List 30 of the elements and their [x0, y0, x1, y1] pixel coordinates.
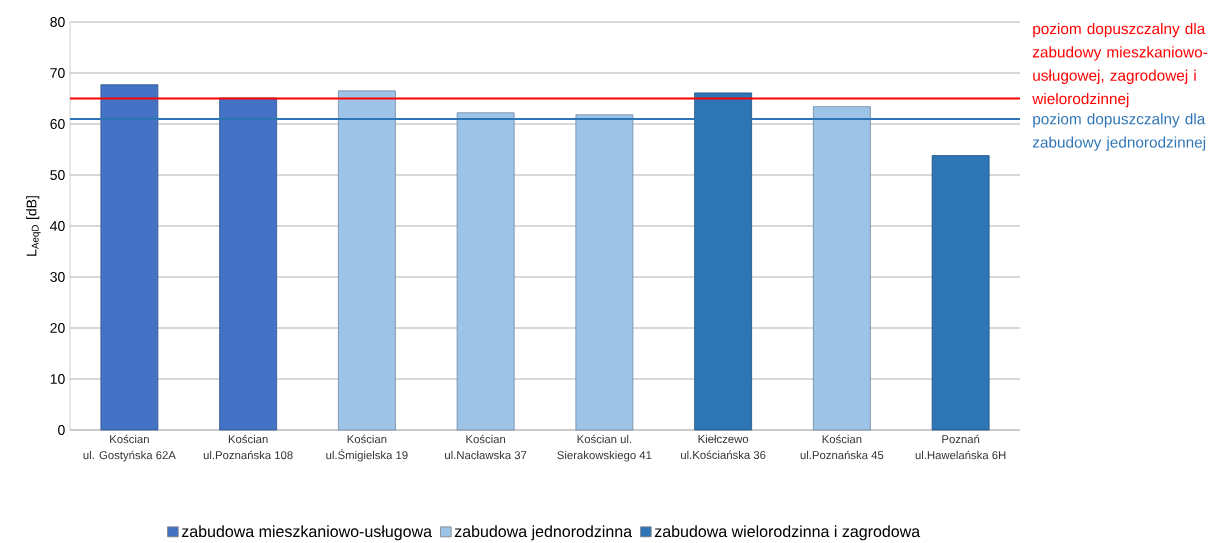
y-tick-label: 70 — [50, 68, 65, 78]
ref-line-label: poziom dopuszczalny dla zabudowy jednorodzinnej — [1032, 113, 1206, 151]
bar — [812, 106, 871, 431]
y-tick-label: 20 — [50, 323, 65, 333]
legend-label: zabudowa wielorodzinna i zagrodowa — [654, 525, 921, 541]
y-tick-label: 40 — [50, 221, 65, 231]
y-tick-label: 60 — [50, 119, 65, 129]
y-tick-label: 30 — [50, 272, 65, 282]
x-tick-label: Kościan ul.Nacławska 37 — [445, 434, 527, 460]
ref-line-label: poziom dopuszczalny dla zabudowy mieszkaniowo-usługowej, zagrodowej i wielorodzinnej — [1032, 22, 1208, 108]
y-tick-label: 80 — [50, 17, 65, 27]
legend-label: zabudowa mieszkaniowo-usługowa — [181, 525, 432, 541]
x-tick-label: Kościan ul.Poznańska 108 — [203, 434, 293, 460]
x-tick-label: Kiełczewo ul.Kościańska 36 — [681, 434, 766, 460]
bar — [100, 84, 159, 431]
bar — [456, 112, 515, 431]
bar — [219, 97, 278, 431]
bar — [337, 90, 396, 431]
x-tick-label: Kościan ul. Sierakowskiego 41 — [557, 434, 652, 462]
bar — [575, 114, 634, 431]
y-tick-label: 50 — [50, 170, 65, 180]
y-axis-title: L$_{AeqD}$ [dB] — [26, 196, 41, 256]
y-tick-label: 10 — [50, 374, 65, 384]
x-tick-label: Kościan ul.Śmigielska 19 — [326, 434, 408, 462]
x-tick-label: Kościan ul.Poznańska 45 — [800, 434, 884, 460]
y-tick-label: 0 — [58, 425, 65, 435]
x-tick-label: Poznań ul.Hawelańska 6H — [915, 434, 1006, 460]
bar — [931, 155, 990, 431]
x-tick-label: Kościan ul. Gostyńska 62A — [83, 434, 176, 462]
legend-label: zabudowa jednorodzinna — [454, 525, 633, 541]
